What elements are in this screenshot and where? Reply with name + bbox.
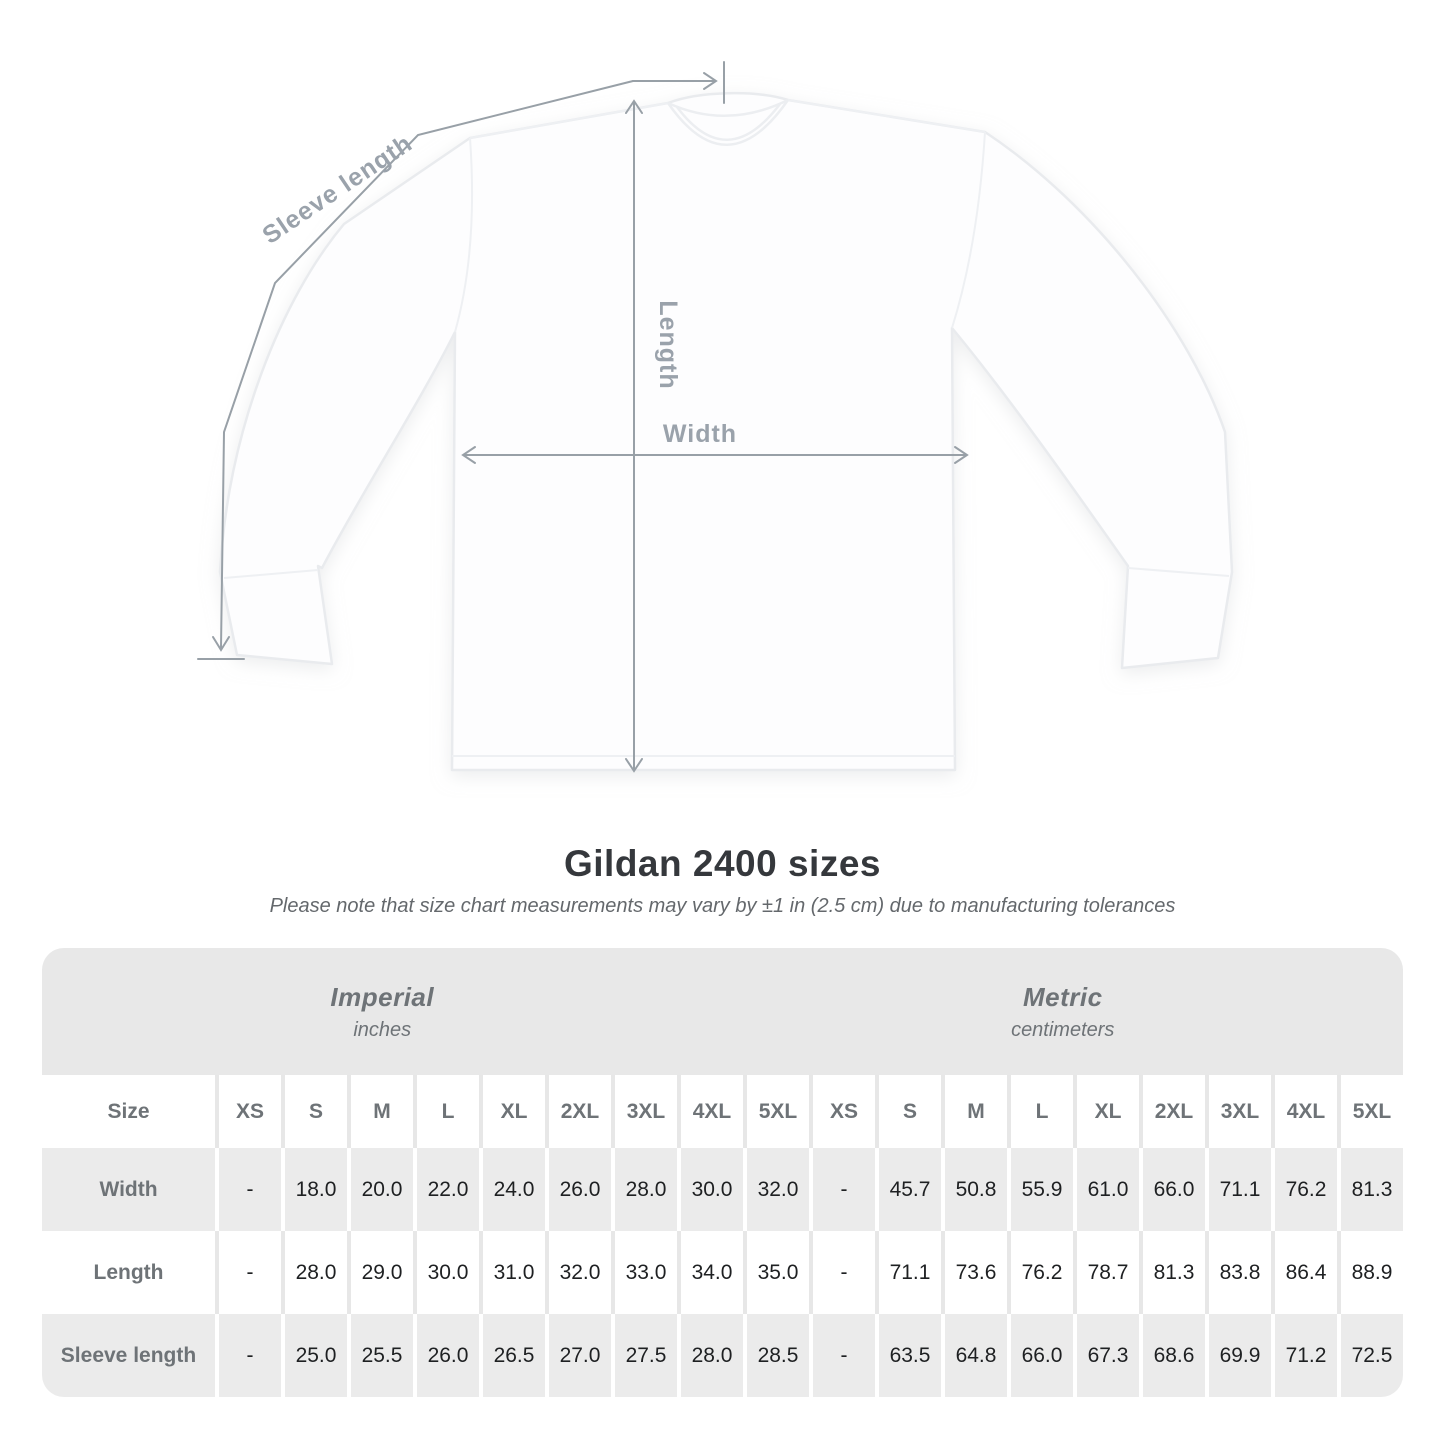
size-col-header: 5XL <box>747 1075 809 1148</box>
size-col-header: XL <box>483 1075 545 1148</box>
shirt-measurement-diagram: Sleeve length Length Width <box>197 61 1234 773</box>
width-label: Width <box>663 420 737 448</box>
sleeve-length-row: Sleeve length - 25.0 25.5 26.0 26.5 27.0… <box>42 1314 1403 1397</box>
cell: 66.0 <box>1011 1314 1073 1397</box>
size-col-header: 5XL <box>1341 1075 1403 1148</box>
cell: 32.0 <box>549 1231 611 1314</box>
cell: 55.9 <box>1011 1148 1073 1231</box>
cell: - <box>813 1314 875 1397</box>
cell: - <box>219 1314 281 1397</box>
cell: 71.1 <box>1209 1148 1271 1231</box>
sleeve-length-arrow <box>197 61 725 660</box>
cell: - <box>813 1231 875 1314</box>
size-col-header: M <box>945 1075 1007 1148</box>
cell: 22.0 <box>417 1148 479 1231</box>
row-label-width: Width <box>42 1148 215 1231</box>
cell: 61.0 <box>1077 1148 1139 1231</box>
cell: 35.0 <box>747 1231 809 1314</box>
cell: - <box>813 1148 875 1231</box>
length-row: Length - 28.0 29.0 30.0 31.0 32.0 33.0 3… <box>42 1231 1403 1314</box>
size-table: Imperial inches Metric centimeters Size … <box>42 948 1403 1397</box>
cell: 81.3 <box>1341 1148 1403 1231</box>
cell: 45.7 <box>879 1148 941 1231</box>
cell: 27.5 <box>615 1314 677 1397</box>
cell: 69.9 <box>1209 1314 1271 1397</box>
cell: 50.8 <box>945 1148 1007 1231</box>
size-col-header: L <box>1011 1075 1073 1148</box>
length-label: Length <box>654 300 682 389</box>
unit-group-header: Imperial inches Metric centimeters <box>42 948 1403 1075</box>
cell: - <box>219 1148 281 1231</box>
cell: 63.5 <box>879 1314 941 1397</box>
measurement-annotations <box>197 61 969 773</box>
cell: 28.0 <box>615 1148 677 1231</box>
cell: 25.5 <box>351 1314 413 1397</box>
cell: - <box>219 1231 281 1314</box>
cell: 33.0 <box>615 1231 677 1314</box>
cell: 72.5 <box>1341 1314 1403 1397</box>
size-header: Size <box>42 1075 215 1148</box>
cell: 67.3 <box>1077 1314 1139 1397</box>
cell: 73.6 <box>945 1231 1007 1314</box>
cell: 78.7 <box>1077 1231 1139 1314</box>
size-col-header: XS <box>813 1075 875 1148</box>
width-row: Width - 18.0 20.0 22.0 24.0 26.0 28.0 30… <box>42 1148 1403 1231</box>
cell: 26.0 <box>549 1148 611 1231</box>
size-header-row: Size XS S M L XL 2XL 3XL 4XL 5XL XS S M … <box>42 1075 1403 1148</box>
size-col-header: XS <box>219 1075 281 1148</box>
cell: 64.8 <box>945 1314 1007 1397</box>
cell: 28.0 <box>681 1314 743 1397</box>
cell: 83.8 <box>1209 1231 1271 1314</box>
row-label-length: Length <box>42 1231 215 1314</box>
cell: 76.2 <box>1275 1148 1337 1231</box>
cell: 34.0 <box>681 1231 743 1314</box>
cell: 32.0 <box>747 1148 809 1231</box>
cell: 81.3 <box>1143 1231 1205 1314</box>
tolerance-note: Please note that size chart measurements… <box>269 895 1176 917</box>
metric-group-header: Metric centimeters <box>723 948 1404 1075</box>
cell: 71.2 <box>1275 1314 1337 1397</box>
cell: 30.0 <box>417 1231 479 1314</box>
imperial-label: Imperial <box>330 981 435 1012</box>
cell: 24.0 <box>483 1148 545 1231</box>
metric-label: Metric <box>1022 981 1103 1012</box>
size-col-header: XL <box>1077 1075 1139 1148</box>
cell: 71.1 <box>879 1231 941 1314</box>
width-arrow <box>461 446 969 464</box>
cell: 31.0 <box>483 1231 545 1314</box>
size-col-header: 2XL <box>1143 1075 1205 1148</box>
row-label-sleeve-length: Sleeve length <box>42 1314 215 1397</box>
size-col-header: S <box>285 1075 347 1148</box>
size-col-header: 4XL <box>1275 1075 1337 1148</box>
cell: 76.2 <box>1011 1231 1073 1314</box>
cell: 88.9 <box>1341 1231 1403 1314</box>
cell: 29.0 <box>351 1231 413 1314</box>
imperial-group-header: Imperial inches <box>42 948 723 1075</box>
imperial-unit: inches <box>353 1018 412 1041</box>
cell: 18.0 <box>285 1148 347 1231</box>
size-col-header: 3XL <box>1209 1075 1271 1148</box>
shirt-illustration <box>218 91 1234 772</box>
metric-unit: centimeters <box>1011 1018 1115 1041</box>
cell: 68.6 <box>1143 1314 1205 1397</box>
length-arrow <box>625 99 643 773</box>
size-col-header: 4XL <box>681 1075 743 1148</box>
cell: 28.0 <box>285 1231 347 1314</box>
cell: 26.5 <box>483 1314 545 1397</box>
cell: 26.0 <box>417 1314 479 1397</box>
cell: 27.0 <box>549 1314 611 1397</box>
cell: 86.4 <box>1275 1231 1337 1314</box>
size-col-header: 3XL <box>615 1075 677 1148</box>
size-col-header: 2XL <box>549 1075 611 1148</box>
cell: 25.0 <box>285 1314 347 1397</box>
cell: 28.5 <box>747 1314 809 1397</box>
size-col-header: M <box>351 1075 413 1148</box>
cell: 20.0 <box>351 1148 413 1231</box>
page-title: Gildan 2400 sizes <box>563 843 881 884</box>
cell: 66.0 <box>1143 1148 1205 1231</box>
size-col-header: S <box>879 1075 941 1148</box>
size-col-header: L <box>417 1075 479 1148</box>
cell: 30.0 <box>681 1148 743 1231</box>
